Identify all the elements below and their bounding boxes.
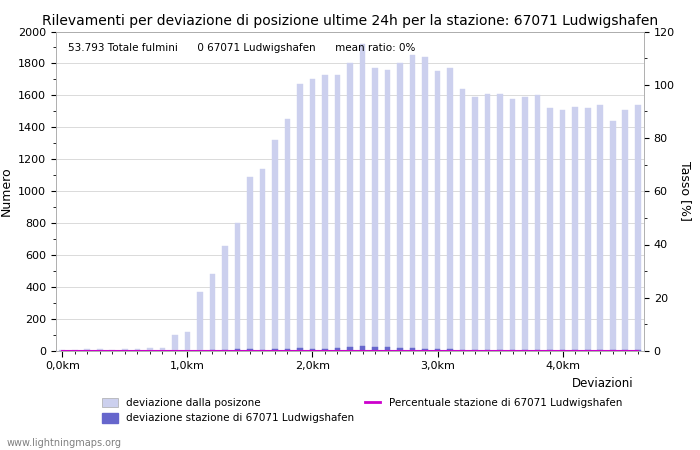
Bar xyxy=(360,346,365,351)
Text: Deviazioni: Deviazioni xyxy=(572,377,634,390)
Bar xyxy=(435,72,440,351)
Bar xyxy=(435,349,440,351)
Bar xyxy=(260,350,265,351)
Bar xyxy=(385,347,391,351)
Bar xyxy=(560,110,566,351)
Bar xyxy=(473,97,478,351)
Bar xyxy=(197,292,203,351)
Bar xyxy=(347,347,353,351)
Bar xyxy=(522,350,528,351)
Bar xyxy=(622,350,628,351)
Bar xyxy=(447,349,453,351)
Bar xyxy=(322,75,328,351)
Bar xyxy=(85,349,90,351)
Bar xyxy=(72,350,78,351)
Bar xyxy=(309,79,315,351)
Bar xyxy=(234,223,240,351)
Bar xyxy=(247,349,253,351)
Bar xyxy=(272,140,278,351)
Bar xyxy=(510,350,515,351)
Bar xyxy=(372,346,378,351)
Bar xyxy=(447,68,453,351)
Bar xyxy=(460,89,466,351)
Bar xyxy=(209,350,215,351)
Bar xyxy=(272,349,278,351)
Bar xyxy=(635,105,640,351)
Bar xyxy=(397,63,403,351)
Bar xyxy=(160,348,165,351)
Bar xyxy=(260,169,265,351)
Bar xyxy=(422,349,428,351)
Bar xyxy=(573,107,578,351)
Bar xyxy=(410,348,415,351)
Bar xyxy=(597,350,603,351)
Y-axis label: Tasso [%]: Tasso [%] xyxy=(678,161,692,221)
Bar xyxy=(222,246,228,351)
Bar xyxy=(97,349,103,351)
Bar xyxy=(185,332,190,351)
Bar xyxy=(485,94,491,351)
Bar xyxy=(573,350,578,351)
Bar xyxy=(622,110,628,351)
Bar xyxy=(547,350,553,351)
Text: 53.793 Totale fulmini      0 67071 Ludwigshafen      mean ratio: 0%: 53.793 Totale fulmini 0 67071 Ludwigshaf… xyxy=(68,43,415,53)
Bar xyxy=(134,349,140,351)
Bar xyxy=(222,350,228,351)
Bar xyxy=(610,350,615,351)
Bar xyxy=(497,350,503,351)
Bar xyxy=(397,348,403,351)
Bar xyxy=(510,99,515,351)
Bar xyxy=(473,350,478,351)
Bar xyxy=(172,335,178,351)
Bar xyxy=(285,119,290,351)
Bar xyxy=(309,349,315,351)
Bar xyxy=(285,349,290,351)
Title: Rilevamenti per deviazione di posizione ultime 24h per la stazione: 67071 Ludwig: Rilevamenti per deviazione di posizione … xyxy=(42,14,658,27)
Bar xyxy=(297,348,303,351)
Bar xyxy=(635,350,640,351)
Bar xyxy=(460,350,466,351)
Bar xyxy=(535,95,540,351)
Bar xyxy=(585,108,591,351)
Bar xyxy=(497,94,503,351)
Bar xyxy=(297,84,303,351)
Bar xyxy=(610,121,615,351)
Bar xyxy=(60,350,65,351)
Bar xyxy=(522,97,528,351)
Bar xyxy=(209,274,215,351)
Bar xyxy=(410,55,415,351)
Bar xyxy=(322,349,328,351)
Bar xyxy=(335,348,340,351)
Bar xyxy=(335,75,340,351)
Bar xyxy=(147,348,153,351)
Bar xyxy=(347,63,353,351)
Bar xyxy=(234,349,240,351)
Y-axis label: Numero: Numero xyxy=(0,166,13,216)
Bar xyxy=(372,68,378,351)
Text: www.lightningmaps.org: www.lightningmaps.org xyxy=(7,438,122,448)
Bar xyxy=(585,350,591,351)
Bar xyxy=(560,350,566,351)
Bar xyxy=(422,57,428,351)
Bar xyxy=(360,44,365,351)
Bar xyxy=(597,105,603,351)
Bar xyxy=(247,177,253,351)
Bar xyxy=(122,349,127,351)
Bar xyxy=(535,350,540,351)
Bar xyxy=(385,70,391,351)
Legend: deviazione dalla posizone, deviazione stazione di 67071 Ludwigshafen, Percentual: deviazione dalla posizone, deviazione st… xyxy=(102,398,622,423)
Bar xyxy=(109,350,115,351)
Bar xyxy=(485,350,491,351)
Bar xyxy=(547,108,553,351)
